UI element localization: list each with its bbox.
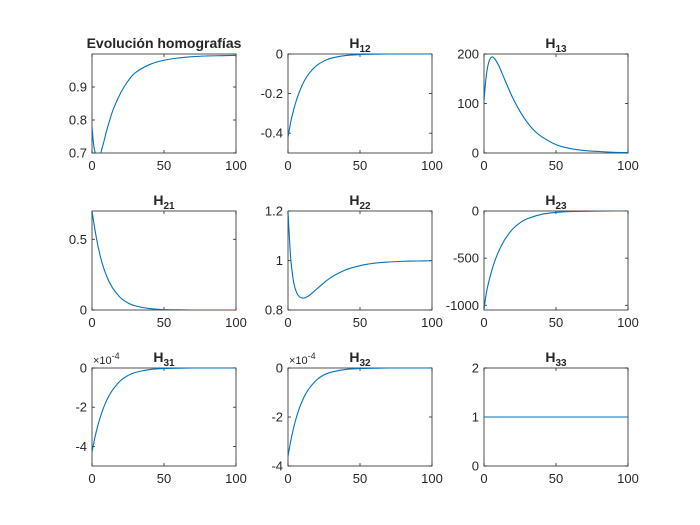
x-tick-label: 0 xyxy=(480,315,487,330)
subplot-title: H33 xyxy=(545,349,567,369)
y-tick-label: 0 xyxy=(472,146,479,161)
x-tick-label: 0 xyxy=(480,158,487,173)
y-tick-label: 1.2 xyxy=(265,204,283,219)
subplot-title: H32 xyxy=(349,349,371,369)
series-line xyxy=(484,211,628,310)
y-tick-label: 0 xyxy=(472,459,479,474)
y-tick-label: -4 xyxy=(75,439,87,454)
x-tick-label: 50 xyxy=(353,158,367,173)
y-tick-label: -0.4 xyxy=(261,126,283,141)
x-tick-label: 0 xyxy=(88,315,95,330)
x-tick-label: 50 xyxy=(549,471,563,486)
x-tick-label: 100 xyxy=(421,315,443,330)
axes-box xyxy=(287,53,433,154)
series-line xyxy=(288,368,432,457)
x-tick-label: 0 xyxy=(480,471,487,486)
x-tick-label: 100 xyxy=(225,158,247,173)
series-line xyxy=(484,56,628,153)
x-tick-label: 100 xyxy=(225,471,247,486)
subplot-title: H23 xyxy=(545,192,567,212)
subplot-p31: 0 50 100 -4 -2 0 ×10-4 H31 xyxy=(75,349,246,486)
y-tick-label: 0 xyxy=(276,361,283,376)
y-tick-label: 0.9 xyxy=(69,80,87,95)
subplot-p13: 0 50 100 0 100 200 H13 xyxy=(457,35,639,173)
y-tick-label: -4 xyxy=(271,459,283,474)
y-tick-label: -2 xyxy=(271,410,283,425)
x-tick-label: 100 xyxy=(421,471,443,486)
subplot-p23: 0 50 100 -1000 -500 0 H23 xyxy=(446,192,639,330)
axes-box xyxy=(91,53,237,154)
x-tick-label: 100 xyxy=(617,471,639,486)
subplot-p11: 0 50 100 0.7 0.8 0.9 Evolución homografías xyxy=(69,35,247,173)
y-tick-label: 0 xyxy=(80,303,87,318)
y-tick-label: 1 xyxy=(276,253,283,268)
subplot-title: H13 xyxy=(545,35,567,55)
series-line xyxy=(92,54,236,153)
subplot-p22: 0 50 100 0.8 1 1.2 H22 xyxy=(265,192,443,330)
y-tick-label: 0.5 xyxy=(69,232,87,247)
y-tick-label: 0 xyxy=(80,361,87,376)
subplot-title: H31 xyxy=(153,349,175,369)
subplot-p12: 0 50 100 -0.4 -0.2 0 H12 xyxy=(261,35,443,173)
x-tick-label: 100 xyxy=(225,315,247,330)
x-tick-label: 0 xyxy=(88,158,95,173)
y-tick-label: 0.7 xyxy=(69,146,87,161)
y-tick-label: 0 xyxy=(472,204,479,219)
y-tick-label: -500 xyxy=(453,251,479,266)
axes-box xyxy=(91,367,237,467)
series-line xyxy=(92,368,236,453)
x-tick-label: 0 xyxy=(88,471,95,486)
axes-box xyxy=(483,210,629,311)
y-exponent-label: ×10-4 xyxy=(93,351,120,367)
x-tick-label: 50 xyxy=(549,315,563,330)
y-tick-label: 2 xyxy=(472,361,479,376)
subplot-p32: 0 50 100 -4 -2 0 ×10-4 H32 xyxy=(271,349,442,486)
y-tick-label: 100 xyxy=(457,96,479,111)
y-tick-label: -0.2 xyxy=(261,86,283,101)
y-tick-label: 0.8 xyxy=(265,303,283,318)
axes-box xyxy=(483,53,629,154)
x-tick-label: 50 xyxy=(353,471,367,486)
y-tick-label: 1 xyxy=(472,410,479,425)
y-tick-label: -2 xyxy=(75,400,87,415)
y-exponent-label: ×10-4 xyxy=(289,351,316,367)
y-tick-label: 0.8 xyxy=(69,113,87,128)
series-line xyxy=(288,211,432,299)
x-tick-label: 0 xyxy=(284,471,291,486)
subplot-title: H21 xyxy=(153,192,175,212)
series-line xyxy=(92,211,236,310)
y-tick-label: 0 xyxy=(276,47,283,62)
subplot-title: H22 xyxy=(349,192,371,212)
x-tick-label: 50 xyxy=(157,158,171,173)
x-tick-label: 50 xyxy=(353,315,367,330)
series-line xyxy=(288,54,432,138)
axes-box xyxy=(91,210,237,311)
x-tick-label: 50 xyxy=(157,315,171,330)
x-tick-label: 100 xyxy=(421,158,443,173)
x-tick-label: 50 xyxy=(157,471,171,486)
y-tick-label: 200 xyxy=(457,47,479,62)
subplot-p21: 0 50 100 0 0.5 H21 xyxy=(69,192,247,330)
x-tick-label: 100 xyxy=(617,315,639,330)
subplot-p33: 0 50 100 0 1 2 H33 xyxy=(472,349,639,486)
x-tick-label: 0 xyxy=(284,158,291,173)
x-tick-label: 50 xyxy=(549,158,563,173)
axes-box xyxy=(287,367,433,467)
subplot-title: H12 xyxy=(349,35,371,55)
subplot-title: Evolución homografías xyxy=(87,35,242,51)
y-tick-label: -1000 xyxy=(446,298,479,313)
x-tick-label: 0 xyxy=(284,315,291,330)
x-tick-label: 100 xyxy=(617,158,639,173)
